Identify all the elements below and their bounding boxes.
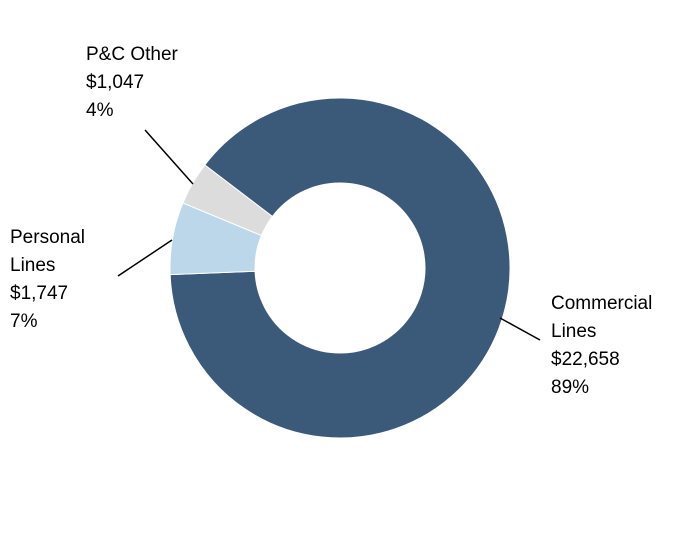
slice-label: Commercial Lines $22,658 89% — [551, 290, 676, 402]
value-label: $1,747 — [10, 283, 69, 304]
percent-label: 4% — [86, 100, 114, 121]
value-label: $1,047 — [86, 72, 145, 93]
leader-line — [144, 129, 194, 185]
percent-label: 89% — [551, 377, 590, 398]
leader-line — [499, 317, 541, 341]
category-label: P&C Other — [86, 44, 178, 65]
donut-slice — [182, 164, 274, 237]
category-label: Commercial Lines — [551, 293, 653, 342]
slices — [169, 97, 511, 439]
percent-label: 7% — [10, 311, 38, 332]
slice-label: Personal Lines $1,747 7% — [10, 224, 105, 336]
leader-line — [117, 239, 173, 277]
value-label: $22,658 — [551, 349, 620, 370]
slice-label: P&C Other $1,047 4% — [86, 41, 236, 125]
donut-slice — [169, 97, 511, 439]
category-label: Personal Lines — [10, 227, 85, 276]
